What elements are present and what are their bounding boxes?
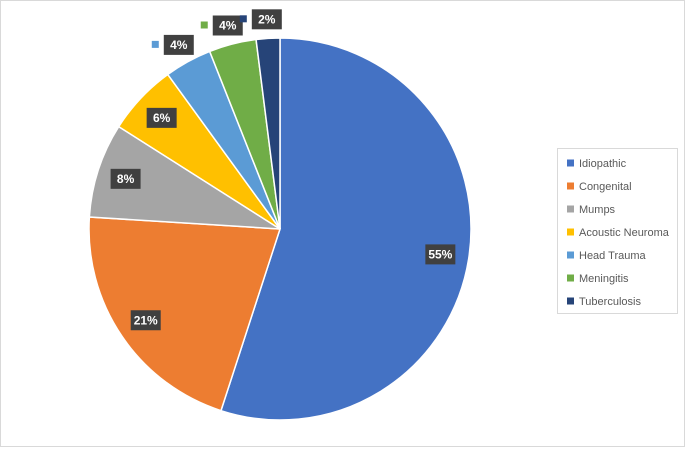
data-label: 4% <box>200 15 243 36</box>
data-label: 4% <box>151 34 194 55</box>
legend-swatch <box>567 182 574 190</box>
pie-slice <box>88 125 281 230</box>
pie-slice <box>220 37 472 421</box>
legend-label: Idiopathic <box>579 158 627 170</box>
data-label: 6% <box>146 107 177 128</box>
data-label-box <box>130 310 161 331</box>
legend-swatch <box>567 251 574 259</box>
data-label-text: 4% <box>170 38 188 52</box>
data-label: 21% <box>130 310 161 331</box>
legend-swatch <box>567 228 574 236</box>
legend-label: Acoustic Neuroma <box>579 227 670 239</box>
data-label-text: 55% <box>428 248 452 262</box>
data-label: 2% <box>239 9 282 30</box>
data-label-box <box>425 244 456 265</box>
legend-label: Tuberculosis <box>579 296 641 308</box>
legend-label: Mumps <box>579 204 616 216</box>
legend-label: Head Trauma <box>579 250 647 262</box>
data-label-text: 4% <box>219 19 237 33</box>
legend-label: Congenital <box>579 181 632 193</box>
data-label-text: 6% <box>153 111 171 125</box>
data-label-box <box>163 34 194 55</box>
data-label-key <box>151 40 159 48</box>
legend-box <box>557 148 678 314</box>
data-label-box <box>251 9 282 30</box>
data-label-key <box>200 21 208 29</box>
legend-swatch <box>567 159 574 167</box>
legend-label: Meningitis <box>579 273 629 285</box>
legend-swatch <box>567 205 574 213</box>
data-label-text: 8% <box>117 172 135 186</box>
pie-slice <box>88 216 282 412</box>
data-label-text: 21% <box>134 313 158 327</box>
data-label-text: 2% <box>258 12 276 26</box>
pie-slice <box>255 37 281 230</box>
data-label: 55% <box>425 244 456 265</box>
legend-swatch <box>567 274 574 282</box>
data-label: 8% <box>110 168 141 189</box>
legend-swatch <box>567 297 574 305</box>
data-label-box <box>212 15 243 36</box>
data-label-box <box>146 107 177 128</box>
data-label-box <box>110 168 141 189</box>
data-label-key <box>239 15 247 23</box>
